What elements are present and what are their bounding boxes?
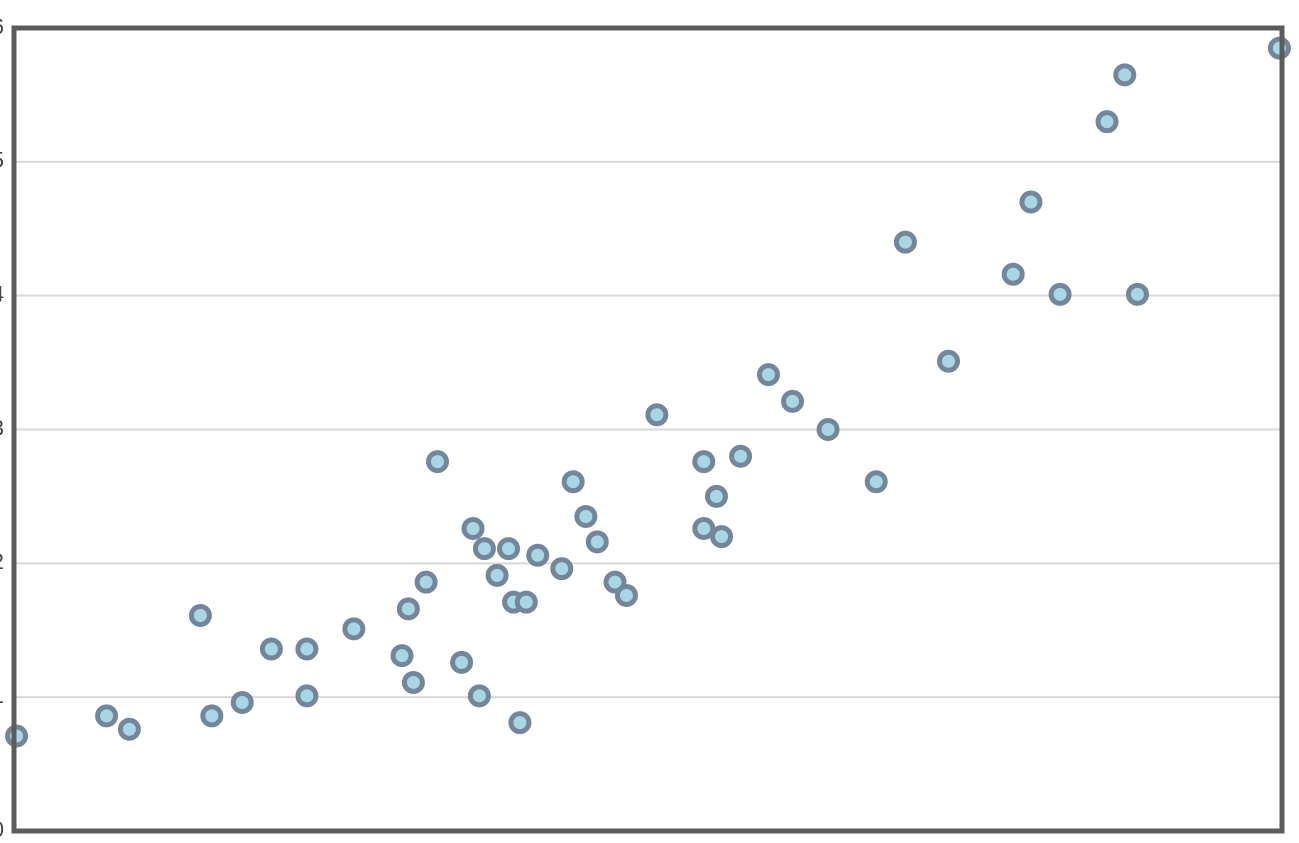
point: [816, 418, 840, 441]
point: [937, 349, 961, 373]
point: [450, 650, 474, 674]
point: [585, 530, 609, 554]
point: [230, 691, 254, 715]
point: [461, 517, 485, 541]
y-tick-label: 2: [0, 549, 4, 574]
point: [561, 470, 585, 494]
point: [188, 604, 212, 628]
point: [295, 684, 319, 708]
point: [472, 537, 496, 561]
point: [497, 537, 521, 561]
point: [95, 704, 119, 728]
point: [526, 543, 550, 567]
point: [514, 590, 538, 614]
point: [893, 230, 917, 254]
point: [710, 525, 734, 549]
plot-frame: [11, 25, 1285, 834]
point: [396, 597, 420, 621]
point: [426, 450, 450, 474]
point: [864, 470, 888, 494]
point: [756, 363, 780, 387]
point: [342, 617, 366, 641]
point: [295, 637, 319, 661]
point: [1095, 110, 1119, 134]
point: [574, 504, 598, 528]
point: [692, 517, 716, 541]
y-tick-label: 5: [0, 148, 4, 173]
point: [692, 450, 716, 474]
point: [117, 717, 141, 741]
point: [508, 711, 532, 735]
y-tick-label: 4: [0, 281, 4, 306]
point: [781, 389, 805, 413]
point: [390, 644, 414, 668]
y-tick-label: 6: [0, 14, 4, 39]
point: [614, 583, 638, 607]
point: [414, 570, 438, 594]
point: [645, 403, 669, 427]
y-tick-label: 1: [0, 683, 4, 708]
point: [259, 637, 283, 661]
points: [5, 36, 1291, 748]
point: [485, 563, 509, 587]
point: [729, 444, 753, 468]
point: [704, 484, 728, 508]
y-tick-label: 0: [0, 817, 4, 842]
point: [1048, 282, 1072, 306]
point: [5, 724, 29, 748]
point: [1113, 63, 1137, 87]
point: [550, 557, 574, 581]
y-tick-label: 3: [0, 415, 4, 440]
point: [1125, 282, 1149, 306]
point: [1001, 262, 1025, 286]
point: [1267, 36, 1291, 60]
point: [1019, 190, 1043, 214]
point: [401, 670, 425, 694]
grid: 0 1 2 3 4 5 6: [0, 14, 1282, 842]
point: [467, 684, 491, 708]
point: [200, 704, 224, 728]
